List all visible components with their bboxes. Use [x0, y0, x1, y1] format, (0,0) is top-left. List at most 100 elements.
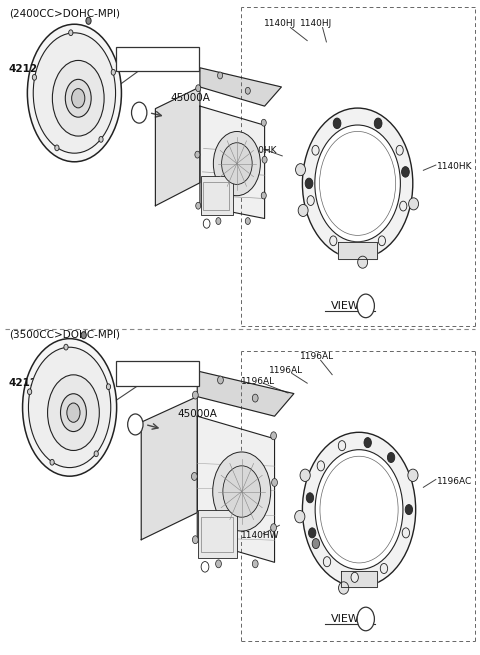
Circle shape — [192, 391, 198, 399]
Bar — [201, 176, 233, 215]
Ellipse shape — [302, 108, 413, 259]
Text: 1196AL: 1196AL — [269, 365, 303, 375]
Ellipse shape — [338, 582, 349, 594]
Polygon shape — [341, 571, 377, 587]
Circle shape — [357, 294, 374, 318]
Text: 45000A: 45000A — [178, 409, 217, 419]
Text: A: A — [362, 614, 369, 624]
Text: VIEW: VIEW — [331, 614, 360, 624]
Circle shape — [351, 572, 359, 582]
Circle shape — [309, 528, 316, 538]
Ellipse shape — [33, 33, 116, 153]
Circle shape — [402, 528, 409, 538]
Circle shape — [262, 157, 267, 163]
Ellipse shape — [302, 432, 416, 587]
Text: 42121B: 42121B — [9, 378, 53, 388]
Bar — [198, 510, 237, 558]
Ellipse shape — [358, 256, 368, 268]
Ellipse shape — [315, 125, 400, 242]
Text: 1140HK: 1140HK — [437, 162, 472, 171]
Text: REF. 43-453: REF. 43-453 — [123, 52, 192, 63]
Polygon shape — [141, 396, 197, 540]
Circle shape — [86, 17, 91, 24]
Circle shape — [378, 236, 385, 246]
Circle shape — [333, 118, 341, 128]
FancyBboxPatch shape — [116, 361, 199, 386]
Ellipse shape — [23, 339, 117, 476]
Text: 1140HK: 1140HK — [242, 146, 278, 155]
Text: 1140HJ: 1140HJ — [264, 19, 296, 28]
Ellipse shape — [52, 60, 104, 136]
Circle shape — [99, 136, 103, 142]
Polygon shape — [338, 242, 377, 259]
Ellipse shape — [28, 347, 111, 468]
Polygon shape — [197, 371, 294, 416]
Text: 1196AL: 1196AL — [300, 352, 334, 362]
Circle shape — [324, 557, 331, 567]
Circle shape — [261, 192, 266, 199]
Circle shape — [216, 560, 221, 568]
Polygon shape — [197, 416, 275, 562]
Circle shape — [306, 493, 313, 503]
Circle shape — [107, 384, 110, 390]
Polygon shape — [156, 87, 200, 206]
Circle shape — [217, 376, 223, 384]
Circle shape — [94, 451, 98, 457]
Ellipse shape — [48, 375, 99, 451]
Circle shape — [69, 30, 73, 35]
Ellipse shape — [72, 88, 85, 108]
Circle shape — [195, 151, 200, 158]
Circle shape — [216, 217, 221, 225]
Ellipse shape — [60, 394, 86, 432]
Polygon shape — [200, 68, 281, 106]
Circle shape — [111, 69, 115, 75]
Circle shape — [81, 331, 86, 339]
Bar — [204, 183, 229, 210]
Bar — [201, 517, 233, 552]
Circle shape — [312, 538, 320, 549]
FancyBboxPatch shape — [116, 47, 199, 71]
Circle shape — [261, 119, 266, 126]
Text: A: A — [136, 107, 143, 118]
Text: 1196AL: 1196AL — [241, 377, 275, 386]
Text: 1140HW: 1140HW — [241, 531, 279, 540]
Circle shape — [128, 414, 143, 435]
Circle shape — [192, 536, 198, 544]
Circle shape — [64, 345, 68, 350]
Circle shape — [223, 466, 261, 517]
Circle shape — [387, 453, 395, 462]
Circle shape — [196, 202, 201, 209]
Ellipse shape — [295, 510, 305, 523]
Ellipse shape — [296, 164, 305, 176]
Text: REF. 43-453: REF. 43-453 — [123, 367, 192, 377]
Circle shape — [405, 504, 413, 515]
Text: VIEW: VIEW — [331, 301, 360, 311]
Circle shape — [252, 394, 258, 402]
Text: A: A — [362, 301, 369, 311]
Circle shape — [272, 479, 277, 487]
Circle shape — [374, 118, 382, 128]
Circle shape — [32, 75, 36, 80]
Circle shape — [307, 196, 314, 206]
Circle shape — [245, 217, 251, 225]
Ellipse shape — [67, 403, 80, 422]
Circle shape — [192, 472, 197, 480]
Circle shape — [213, 452, 271, 531]
Ellipse shape — [408, 469, 418, 481]
Polygon shape — [200, 106, 264, 219]
Circle shape — [312, 145, 319, 155]
Circle shape — [402, 166, 409, 177]
Ellipse shape — [315, 450, 403, 569]
Circle shape — [50, 459, 54, 465]
Circle shape — [213, 132, 260, 196]
Text: 1196AC: 1196AC — [437, 477, 472, 486]
Circle shape — [245, 87, 251, 94]
Text: 42121B: 42121B — [9, 64, 53, 74]
Ellipse shape — [27, 24, 121, 162]
Text: (3500CC>DOHC-MPI): (3500CC>DOHC-MPI) — [9, 329, 120, 339]
Text: (2400CC>DOHC-MPI): (2400CC>DOHC-MPI) — [9, 9, 120, 18]
Circle shape — [217, 72, 223, 79]
Text: 1140HJ: 1140HJ — [300, 19, 332, 28]
Text: A: A — [132, 419, 139, 430]
Circle shape — [396, 145, 403, 155]
